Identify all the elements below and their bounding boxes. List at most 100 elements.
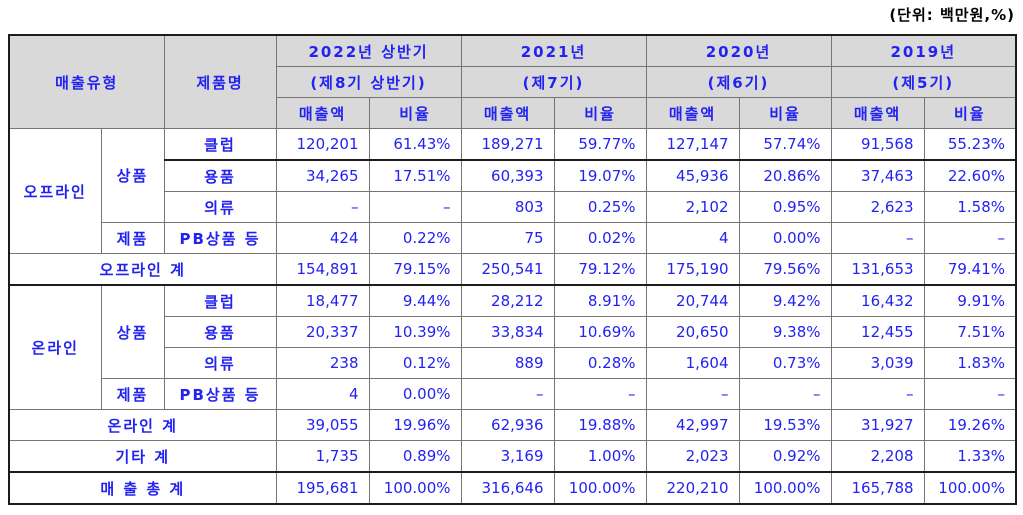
amount-cell: 316,646 xyxy=(460,471,555,505)
row-online-total: 온라인 계 39,055 19.96% 62,936 19.88% 42,997… xyxy=(8,409,1017,441)
ratio-cell: – xyxy=(738,378,832,410)
ratio-cell: 0.89% xyxy=(368,440,462,473)
ratio-cell: 57.74% xyxy=(738,128,832,161)
ratio-cell: – xyxy=(368,191,462,223)
ratio-cell: 0.22% xyxy=(368,222,462,254)
amount-cell: – xyxy=(275,191,370,223)
amount-cell: 4 xyxy=(275,378,370,410)
amount-cell: 803 xyxy=(460,191,555,223)
header-ratio-2022: 비율 xyxy=(368,97,462,129)
ratio-cell: 7.51% xyxy=(923,316,1017,348)
category-cell: 제품 xyxy=(100,378,165,410)
amount-cell: 195,681 xyxy=(275,471,370,505)
ratio-cell: 1.00% xyxy=(553,440,647,473)
ratio-cell: 19.53% xyxy=(738,409,832,441)
amount-cell: 220,210 xyxy=(645,471,740,505)
header-period-2022-term: (제8기 상반기) xyxy=(275,66,462,98)
channel-cell: 온라인 xyxy=(8,284,102,410)
amount-cell: 45,936 xyxy=(645,159,740,192)
ratio-cell: 61.43% xyxy=(368,128,462,161)
amount-cell: 127,147 xyxy=(645,128,740,161)
amount-cell: 37,463 xyxy=(830,159,925,192)
amount-cell: 2,623 xyxy=(830,191,925,223)
header-ratio-2021: 비율 xyxy=(553,97,647,129)
ratio-cell: 19.88% xyxy=(553,409,647,441)
amount-cell: 62,936 xyxy=(460,409,555,441)
amount-cell: 91,568 xyxy=(830,128,925,161)
sales-breakdown-table: 매출유형 제품명 2022년 상반기 2021년 2020년 2019년 (제8… xyxy=(8,34,1018,505)
unit-label: (단위: 백만원,%) xyxy=(889,6,1015,24)
ratio-cell: – xyxy=(923,378,1017,410)
amount-cell: 889 xyxy=(460,347,555,379)
header-row-measures: 매출액 비율 매출액 비율 매출액 비율 매출액 비율 xyxy=(9,97,1017,129)
ratio-cell: 9.38% xyxy=(738,316,832,348)
amount-cell: 189,271 xyxy=(460,128,555,161)
ratio-cell: 17.51% xyxy=(368,159,462,192)
row-offline-pb: 제품 PB상품 등 424 0.22% 75 0.02% 4 0.00% – – xyxy=(9,222,1017,254)
amount-cell: 424 xyxy=(275,222,370,254)
ratio-cell: 59.77% xyxy=(553,128,647,161)
amount-cell: 1,604 xyxy=(645,347,740,379)
ratio-cell: 55.23% xyxy=(923,128,1017,161)
row-offline-club: 오프라인 상품 클럽 120,201 61.43% 189,271 59.77%… xyxy=(8,128,1017,254)
amount-cell: 28,212 xyxy=(460,284,555,317)
ratio-cell: 100.00% xyxy=(923,471,1017,505)
ratio-cell: 19.07% xyxy=(553,159,647,192)
ratio-cell: 0.28% xyxy=(553,347,647,379)
row-offline-goods: 용품 34,265 17.51% 60,393 19.07% 45,936 20… xyxy=(9,159,1017,192)
product-cell: 클럽 xyxy=(163,128,277,161)
ratio-cell: 22.60% xyxy=(923,159,1017,192)
amount-cell: 20,650 xyxy=(645,316,740,348)
ratio-cell: 1.83% xyxy=(923,347,1017,379)
total-label-cell: 오프라인 계 xyxy=(8,253,277,286)
amount-cell: 39,055 xyxy=(275,409,370,441)
amount-cell: 2,102 xyxy=(645,191,740,223)
amount-cell: 175,190 xyxy=(645,253,740,286)
product-cell: PB상품 등 xyxy=(163,378,277,410)
ratio-cell: 1.33% xyxy=(923,440,1017,473)
amount-cell: 34,265 xyxy=(275,159,370,192)
ratio-cell: 79.12% xyxy=(553,253,647,286)
header-period-2021-term: (제7기) xyxy=(460,66,647,98)
product-cell: 클럽 xyxy=(163,284,277,317)
amount-cell: 165,788 xyxy=(830,471,925,505)
ratio-cell: 79.41% xyxy=(923,253,1017,286)
total-label-cell: 매 출 총 계 xyxy=(8,471,277,505)
ratio-cell: 9.91% xyxy=(923,284,1017,317)
ratio-cell: 9.42% xyxy=(738,284,832,317)
header-amount-2021: 매출액 xyxy=(460,97,555,129)
amount-cell: 20,337 xyxy=(275,316,370,348)
amount-cell: 154,891 xyxy=(275,253,370,286)
row-offline-apparel: 의류 – – 803 0.25% 2,102 0.95% 2,623 1.58% xyxy=(9,191,1017,223)
header-sales-type: 매출유형 xyxy=(8,34,165,129)
row-etc-total: 기타 계 1,735 0.89% 3,169 1.00% 2,023 0.92%… xyxy=(8,440,1017,473)
row-grand-total: 매 출 총 계 195,681 100.00% 316,646 100.00% … xyxy=(8,471,1017,505)
ratio-cell: 100.00% xyxy=(738,471,832,505)
row-online-apparel: 의류 238 0.12% 889 0.28% 1,604 0.73% 3,039… xyxy=(9,347,1017,379)
row-offline-total: 오프라인 계 154,891 79.15% 250,541 79.12% 175… xyxy=(8,253,1017,286)
total-label-cell: 온라인 계 xyxy=(8,409,277,441)
header-ratio-2020: 비율 xyxy=(738,97,832,129)
amount-cell: 120,201 xyxy=(275,128,370,161)
amount-cell: 16,432 xyxy=(830,284,925,317)
ratio-cell: 0.00% xyxy=(738,222,832,254)
ratio-cell: 0.00% xyxy=(368,378,462,410)
ratio-cell: 19.96% xyxy=(368,409,462,441)
amount-cell: – xyxy=(460,378,555,410)
product-cell: 의류 xyxy=(163,347,277,379)
ratio-cell: 79.56% xyxy=(738,253,832,286)
product-cell: 용품 xyxy=(163,159,277,192)
ratio-cell: 100.00% xyxy=(368,471,462,505)
header-ratio-2019: 비율 xyxy=(923,97,1017,129)
amount-cell: 250,541 xyxy=(460,253,555,286)
product-cell: PB상품 등 xyxy=(163,222,277,254)
ratio-cell: 8.91% xyxy=(553,284,647,317)
amount-cell: – xyxy=(830,378,925,410)
amount-cell: 4 xyxy=(645,222,740,254)
amount-cell: 2,208 xyxy=(830,440,925,473)
ratio-cell: 19.26% xyxy=(923,409,1017,441)
header-product-name: 제품명 xyxy=(163,34,277,129)
product-cell: 의류 xyxy=(163,191,277,223)
row-online-goods: 용품 20,337 10.39% 33,834 10.69% 20,650 9.… xyxy=(9,316,1017,348)
ratio-cell: 0.73% xyxy=(738,347,832,379)
